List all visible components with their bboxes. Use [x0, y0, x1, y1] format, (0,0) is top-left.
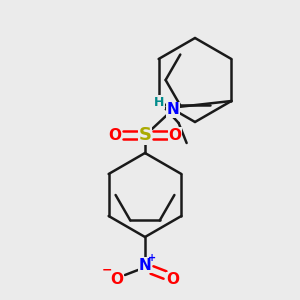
Text: S: S [139, 126, 152, 144]
Text: O: O [109, 128, 122, 142]
Text: O: O [167, 272, 179, 287]
Text: +: + [148, 253, 156, 263]
Text: H: H [154, 95, 164, 109]
Text: −: − [102, 263, 112, 277]
Text: O: O [110, 272, 124, 287]
Text: N: N [139, 257, 152, 272]
Text: O: O [169, 128, 182, 142]
Text: N: N [167, 103, 179, 118]
